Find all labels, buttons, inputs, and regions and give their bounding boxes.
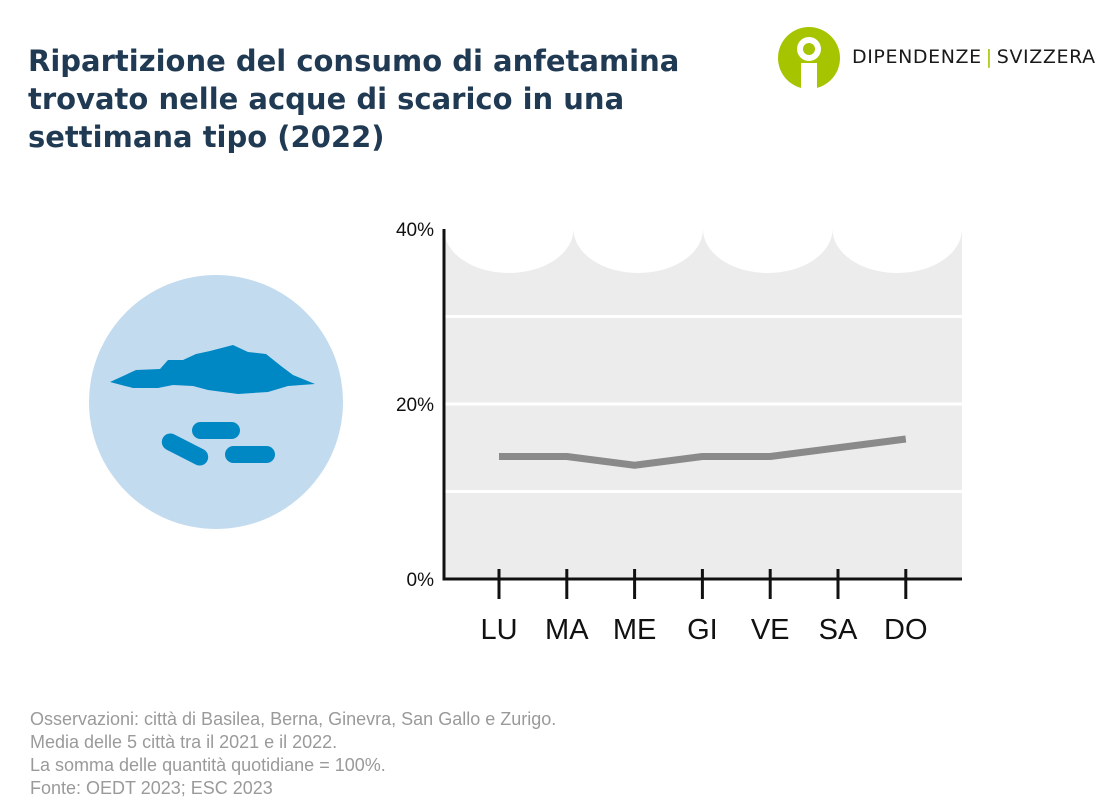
tick-labels: 0% 20% 40% LU MA ME GI VE SA DO — [396, 220, 928, 646]
note-sum: La somma delle quantità quotidiane = 100… — [30, 755, 386, 775]
scallop — [832, 205, 962, 273]
brand-separator: | — [985, 46, 993, 68]
brand-name: DIPENDENZE | SVIZZERA — [852, 46, 1096, 68]
note-observations: Osservazioni: città di Basilea, Berna, G… — [30, 709, 557, 729]
pills-and-powder-icon — [89, 275, 343, 529]
brand-logo: DIPENDENZE | SVIZZERA — [778, 27, 1095, 91]
title-line-3: settimana tipo (2022) — [28, 120, 385, 154]
title-line-1: Ripartizione del consumo di anfetamina — [28, 44, 680, 78]
x-tick-label: SA — [819, 614, 858, 646]
series-layer — [498, 435, 907, 469]
brand-name-left: DIPENDENZE — [852, 46, 982, 68]
chart-notes: Osservazioni: città di Basilea, Berna, G… — [30, 708, 556, 800]
note-average: Media delle 5 città tra il 2021 e il 202… — [30, 732, 338, 752]
y-tick-label: 40% — [396, 220, 434, 241]
x-tick-label: VE — [751, 614, 790, 646]
axes — [442, 229, 962, 599]
x-tick-label: LU — [480, 614, 517, 646]
x-tick-label: ME — [613, 614, 657, 646]
scallop — [573, 205, 703, 273]
y-tick-label: 20% — [396, 395, 434, 416]
x-tick-label: DO — [884, 614, 928, 646]
chart-title: Ripartizione del consumo di anfetamina t… — [28, 42, 748, 156]
scallop — [444, 205, 574, 273]
scallop — [703, 205, 833, 273]
note-source: Fonte: OEDT 2023; ESC 2023 — [30, 778, 273, 798]
x-tick-label: GI — [687, 614, 718, 646]
plot-background — [444, 205, 962, 579]
line-chart: 0% 20% 40% LU MA ME GI VE SA DO — [396, 205, 962, 646]
x-tick-label: MA — [545, 614, 589, 646]
person-info-icon — [778, 27, 840, 89]
y-tick-label: 0% — [407, 570, 435, 591]
brand-name-right: SVIZZERA — [996, 46, 1096, 68]
title-line-2: trovato nelle acque di scarico in una — [28, 82, 625, 116]
gridlines — [444, 315, 962, 493]
